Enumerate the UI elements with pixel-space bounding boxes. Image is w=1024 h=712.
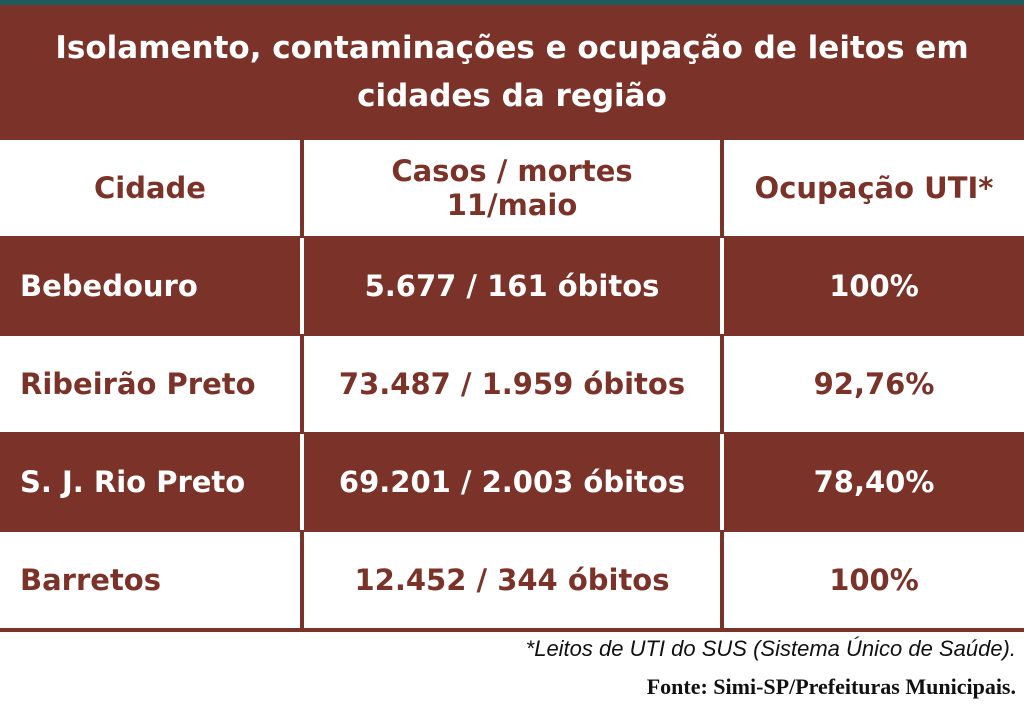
- table-row: Bebedouro 5.677 / 161 óbitos 100%: [0, 236, 1024, 334]
- footnote: *Leitos de UTI do SUS (Sistema Único de …: [525, 636, 1016, 661]
- header-city: Cidade: [0, 140, 300, 236]
- row-cases: 69.201 / 2.003 óbitos: [300, 434, 720, 530]
- table-row: S. J. Rio Preto 69.201 / 2.003 óbitos 78…: [0, 432, 1024, 530]
- header-cases-line1: Casos / mortes: [391, 154, 633, 188]
- top-rule: [0, 0, 1024, 5]
- row-city: Barretos: [0, 532, 300, 628]
- header-icu: Ocupação UTI*: [720, 140, 1024, 236]
- row-cases: 12.452 / 344 óbitos: [300, 532, 720, 628]
- row-city: Ribeirão Preto: [0, 336, 300, 432]
- row-icu: 100%: [720, 532, 1024, 628]
- row-cases: 73.487 / 1.959 óbitos: [300, 336, 720, 432]
- source-credit: Fonte: Simi-SP/Prefeituras Municipais.: [646, 674, 1016, 699]
- table-row: Ribeirão Preto 73.487 / 1.959 óbitos 92,…: [0, 334, 1024, 432]
- row-icu: 100%: [720, 238, 1024, 334]
- header-cases-line2: 11/maio: [446, 188, 578, 222]
- row-cases: 5.677 / 161 óbitos: [300, 238, 720, 334]
- row-icu: 78,40%: [720, 434, 1024, 530]
- header-cases: Casos / mortes 11/maio: [300, 140, 720, 236]
- row-icu: 92,76%: [720, 336, 1024, 432]
- table-row: Barretos 12.452 / 344 óbitos 100%: [0, 530, 1024, 632]
- table-header-row: Cidade Casos / mortes 11/maio Ocupação U…: [0, 138, 1024, 236]
- data-table: Isolamento, contaminações e ocupação de …: [0, 5, 1024, 632]
- table-title: Isolamento, contaminações e ocupação de …: [55, 29, 969, 114]
- row-city: Bebedouro: [0, 238, 300, 334]
- row-city: S. J. Rio Preto: [0, 434, 300, 530]
